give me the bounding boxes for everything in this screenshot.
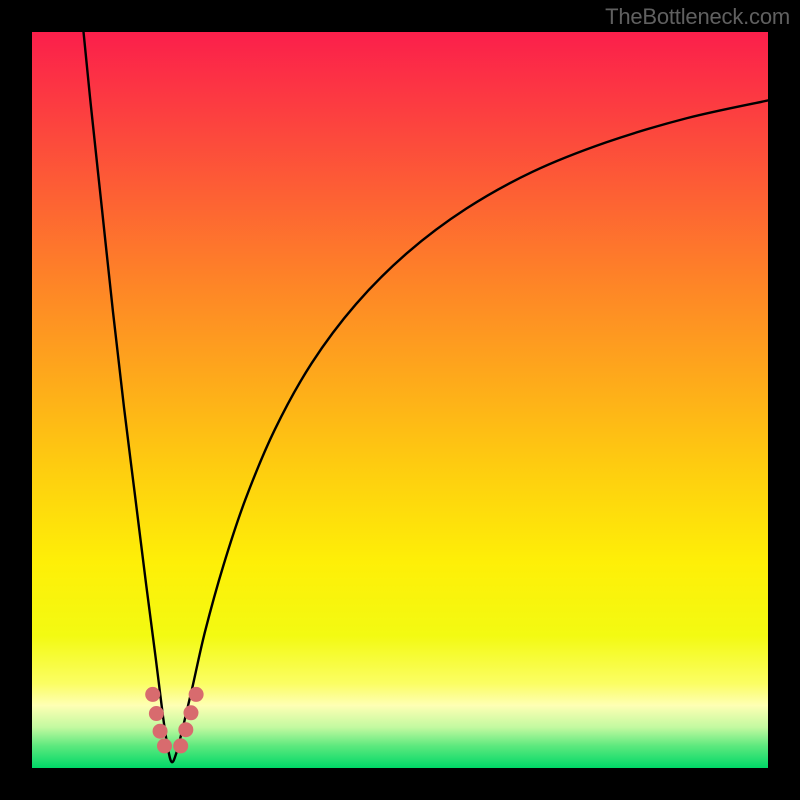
curve-marker [149, 706, 164, 721]
curve-marker [178, 722, 193, 737]
figure-root: TheBottleneck.com [0, 0, 800, 800]
curve-marker [189, 687, 204, 702]
watermark-text: TheBottleneck.com [605, 4, 790, 30]
curve-marker [145, 687, 160, 702]
plot-area [32, 32, 768, 768]
curve-marker [153, 724, 168, 739]
curve-marker [183, 705, 198, 720]
curve-marker [157, 738, 172, 753]
curve-marker [173, 738, 188, 753]
bottleneck-chart [0, 0, 800, 800]
